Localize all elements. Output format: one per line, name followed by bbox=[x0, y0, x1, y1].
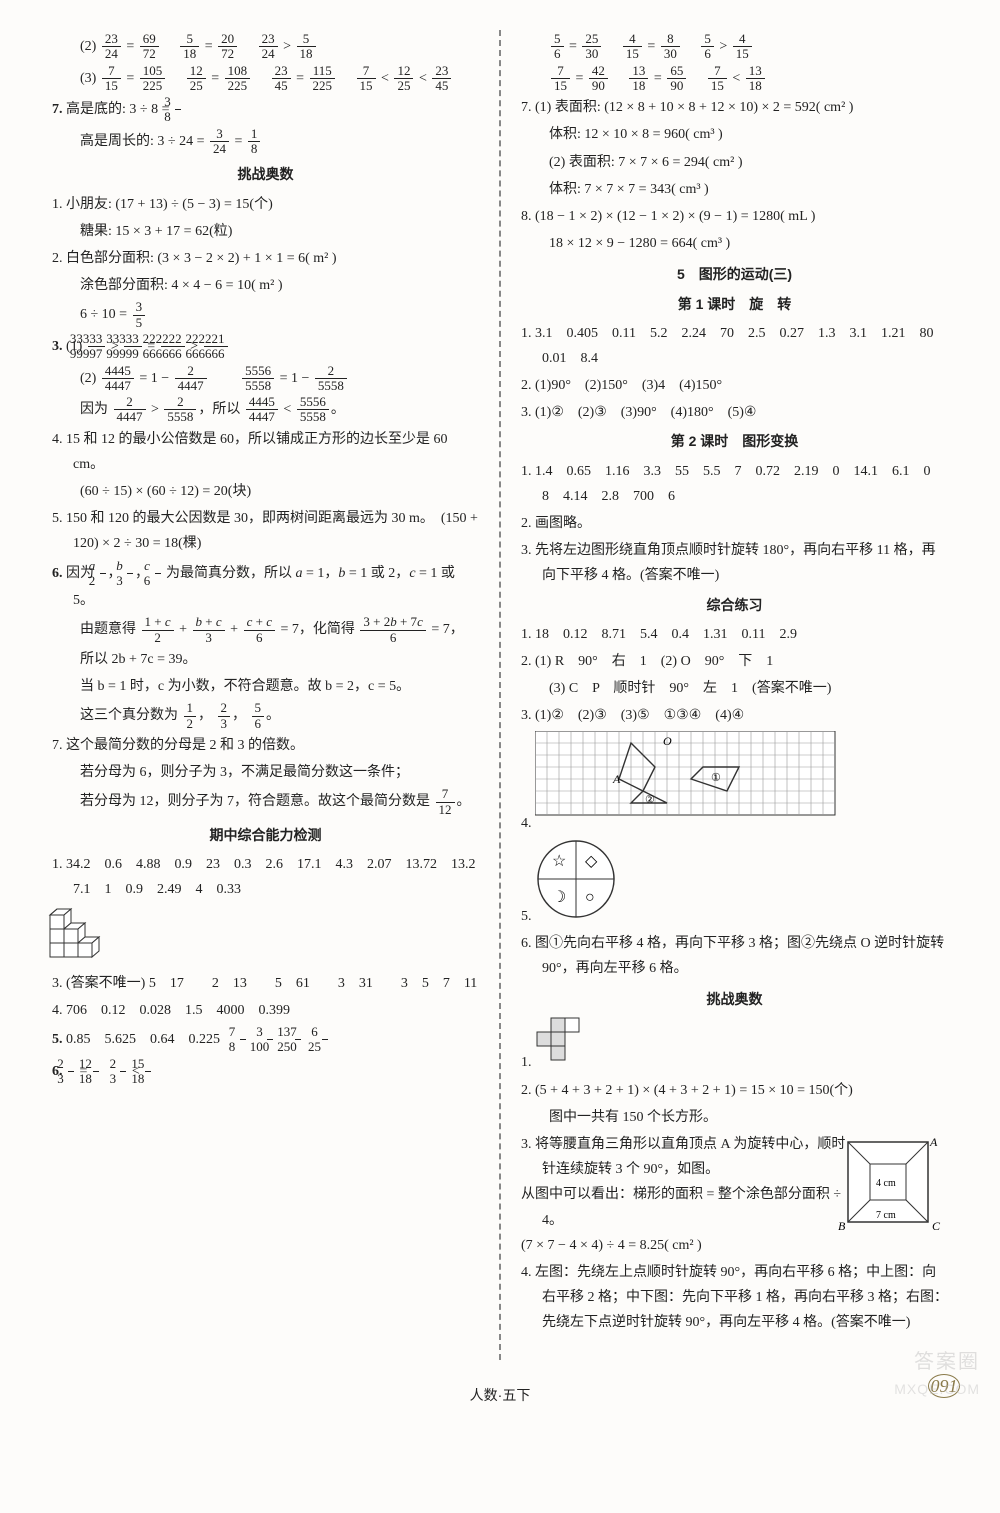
z-5-label: 5. bbox=[521, 909, 532, 924]
watermark-text: 答案圈 bbox=[914, 1344, 980, 1380]
z-4: 4. O A ① bbox=[521, 731, 948, 836]
heading-zonghe: 综合练习 bbox=[521, 593, 948, 618]
svg-text:②: ② bbox=[645, 794, 655, 806]
a-4: 4. 左图：先绕左上点顺时针旋转 90°，再向右平移 6 格；中上图：向右平移 … bbox=[521, 1260, 948, 1336]
z-2a: 2. (1) R 90° 右 1 (2) O 90° 下 1 bbox=[521, 649, 948, 674]
heading-qizhong: 期中综合能力检测 bbox=[52, 823, 479, 848]
r-frac-2: 715 = 4290 1318 = 6590 715 < 1318 bbox=[521, 64, 948, 94]
k2-1: 1. 1.4 0.65 1.16 3.3 55 5.5 7 0.72 2.19 … bbox=[521, 459, 948, 509]
z-2b: (3) C P 顺时针 90° 左 1 (答案不唯一) bbox=[521, 676, 948, 701]
heading-tiaozhan: 挑战奥数 bbox=[52, 162, 479, 187]
tz-5: 5. 150 和 120 的最大公因数是 30，即两树间距离最远为 30 m。 … bbox=[52, 506, 479, 556]
qz-1: 1. 34.2 0.6 4.88 0.9 23 0.3 2.6 17.1 4.3… bbox=[52, 852, 479, 902]
cube-stack-icon bbox=[66, 905, 115, 969]
tz-7a: 7. 这个最简分数的分母是 2 和 3 的倍数。 bbox=[52, 733, 479, 758]
z-3: 3. (1)② (2)③ (3)⑤ ①③④ (4)④ bbox=[521, 703, 948, 728]
svg-text:O: O bbox=[663, 734, 672, 748]
tz-6c: 所以 2b + 7c = 39。 bbox=[52, 647, 479, 672]
tz-1b: 糖果: 15 × 3 + 17 = 62(粒) bbox=[52, 219, 479, 244]
tz-1a: 1. 小朋友: (17 + 13) ÷ (5 − 3) = 15(个) bbox=[52, 192, 479, 217]
tz-7c: 若分母为 12，则分子为 7，符合题意。故这个最简分数是 712。 bbox=[52, 787, 479, 817]
r-7a: 7. (1) 表面积: (12 × 8 + 10 × 8 + 12 × 10) … bbox=[521, 95, 948, 120]
z-1: 1. 18 0.12 8.71 5.4 0.4 1.31 0.11 2.9 bbox=[521, 622, 948, 647]
heading-k1: 第 1 课时 旋 转 bbox=[521, 292, 948, 317]
left-item-7b: 高是周长的: 3 ÷ 24 = 324 = 18 bbox=[52, 127, 479, 157]
tz-3a: 3. (1) 3333399997 > 3333399999 = 2222226… bbox=[52, 332, 479, 362]
z-6: 6. 图①先向右平移 4 格，再向下平移 3 格；图②先绕点 O 逆时针旋转 9… bbox=[521, 931, 948, 981]
r-7b: 体积: 12 × 10 × 8 = 960( cm³ ) bbox=[521, 122, 948, 147]
tz-6e: 这三个真分数为 12， 23， 56。 bbox=[52, 701, 479, 731]
svg-text:☽: ☽ bbox=[552, 889, 566, 906]
svg-text:☆: ☆ bbox=[552, 853, 566, 870]
grid-diamond-icon: O A ① ② bbox=[535, 816, 845, 831]
tz-2a: 2. 白色部分面积: (3 × 3 − 2 × 2) + 1 × 1 = 6( … bbox=[52, 246, 479, 271]
svg-text:①: ① bbox=[711, 772, 721, 784]
a-3: 3. 将等腰直角三角形以直角顶点 A 为旋转中心，顺时针连续旋转 3 个 90°… bbox=[521, 1132, 948, 1258]
k2-3: 3. 先将左边图形绕直角顶点顺时针旋转 180°，再向右平移 11 格，再向下平… bbox=[521, 538, 948, 588]
k1-3: 3. (1)② (2)③ (3)90° (4)180° (5)④ bbox=[521, 400, 948, 425]
tz-7b: 若分母为 6，则分子为 3，不满足最简分数这一条件； bbox=[52, 760, 479, 785]
tz-6d: 当 b = 1 时，c 为小数，不符合题意。故 b = 2，c = 5。 bbox=[52, 674, 479, 699]
left-item-3: (3) 715 = 105225 1225 = 108225 2345 = 11… bbox=[52, 64, 479, 94]
left-item-2: (2) 2324 = 6972 518 = 2072 2324 > 518 bbox=[52, 32, 479, 62]
r-7d: 体积: 7 × 7 × 7 = 343( cm³ ) bbox=[521, 177, 948, 202]
a-2a: 2. (5 + 4 + 3 + 2 + 1) × (4 + 3 + 2 + 1)… bbox=[521, 1078, 948, 1103]
qz-5: 5. 0.85 5.625 0.64 0.225 78 3100 137250 … bbox=[52, 1025, 479, 1055]
a-1-label: 1. bbox=[521, 1055, 532, 1070]
svg-text:C: C bbox=[932, 1219, 941, 1232]
svg-text:◇: ◇ bbox=[585, 853, 598, 870]
r-7c: (2) 表面积: 7 × 7 × 6 = 294( cm² ) bbox=[521, 150, 948, 175]
r-8a: 8. (18 − 1 × 2) × (12 − 1 × 2) × (9 − 1)… bbox=[521, 204, 948, 229]
z-4-label: 4. bbox=[521, 816, 532, 831]
svg-text:B: B bbox=[838, 1219, 846, 1232]
left-column: (2) 2324 = 6972 518 = 2072 2324 > 518 (3… bbox=[40, 30, 491, 1360]
svg-text:7 cm: 7 cm bbox=[876, 1210, 896, 1221]
tz-2b: 涂色部分面积: 4 × 4 − 6 = 10( m² ) bbox=[52, 273, 479, 298]
a-3b: 从图中可以看出：梯形的面积 = 整个涂色部分面积 ÷ 4。 bbox=[542, 1182, 851, 1232]
tz-2c: 6 ÷ 10 = 35 bbox=[52, 300, 479, 330]
k2-2: 2. 画图略。 bbox=[521, 511, 948, 536]
small-block-icon bbox=[535, 1055, 585, 1070]
left-item-7a: 7. 高是底的: 3 ÷ 8 = 38 bbox=[52, 95, 479, 125]
svg-text:○: ○ bbox=[585, 889, 595, 906]
watermark-url: MXQE.COM bbox=[894, 1377, 980, 1402]
tz-6b: 由题意得 1 + c2 + b + c3 + c + c6 = 7，化简得 3 … bbox=[52, 615, 479, 645]
svg-text:4 cm: 4 cm bbox=[876, 1178, 896, 1189]
svg-text:A: A bbox=[929, 1135, 938, 1149]
trapezoid-square-icon: A B C 4 cm 7 cm bbox=[859, 1132, 948, 1241]
z-5: 5. ☆ ◇ ☽ ○ bbox=[521, 838, 948, 929]
heading-tiaozhan2: 挑战奥数 bbox=[521, 987, 948, 1012]
r-frac-1: 56 = 2530 415 = 830 56 > 415 bbox=[521, 32, 948, 62]
qz-3: 3. (答案不唯一) 5 17 2 13 5 61 3 31 3 5 7 11 bbox=[52, 971, 479, 996]
qz-4: 4. 706 0.12 0.028 1.5 4000 0.399 bbox=[52, 998, 479, 1023]
k1-2: 2. (1)90° (2)150° (3)4 (4)150° bbox=[521, 373, 948, 398]
tz-3c: 因为 24447 > 25558，所以 44454447 < 55565558。 bbox=[52, 395, 479, 425]
a-3c: (7 × 7 − 4 × 4) ÷ 4 = 8.25( cm² ) bbox=[542, 1233, 851, 1258]
tz-4b: (60 ÷ 15) × (60 ÷ 12) = 20(块) bbox=[52, 479, 479, 504]
tz-4a: 4. 15 和 12 的最小公倍数是 60，所以铺成正方形的边长至少是 60 c… bbox=[52, 427, 479, 477]
qz-6: 6. 23 = 1218 23 < 1518 bbox=[52, 1057, 479, 1087]
r-8b: 18 × 12 × 9 − 1280 = 664( cm³ ) bbox=[521, 231, 948, 256]
page-footer: 人数·五下 bbox=[0, 1383, 1000, 1408]
a-2b: 图中一共有 150 个长方形。 bbox=[521, 1105, 948, 1130]
tz-6a: 6. 因为 a2， b3， c6 为最简真分数，所以 a = 1，b = 1 或… bbox=[52, 559, 479, 614]
right-column: 56 = 2530 415 = 830 56 > 415 715 = 4290 … bbox=[509, 30, 960, 1360]
k1-1: 1. 3.1 0.405 0.11 5.2 2.24 70 2.5 0.27 1… bbox=[521, 321, 948, 371]
a-3a: 3. 将等腰直角三角形以直角顶点 A 为旋转中心，顺时针连续旋转 3 个 90°… bbox=[542, 1132, 851, 1182]
svg-text:A: A bbox=[612, 772, 621, 786]
heading-k2: 第 2 课时 图形变换 bbox=[521, 429, 948, 454]
column-divider bbox=[499, 30, 501, 1360]
page-root: (2) 2324 = 6972 518 = 2072 2324 > 518 (3… bbox=[0, 0, 1000, 1420]
heading-ch5: 5 图形的运动(三) bbox=[521, 262, 948, 287]
qz-2: 2. bbox=[52, 905, 479, 969]
circle-quadrant-icon: ☆ ◇ ☽ ○ bbox=[535, 909, 617, 924]
a-1: 1. bbox=[521, 1016, 948, 1075]
tz-3b: (2) 44454447 = 1 − 24447 55565558 = 1 − … bbox=[52, 364, 479, 394]
